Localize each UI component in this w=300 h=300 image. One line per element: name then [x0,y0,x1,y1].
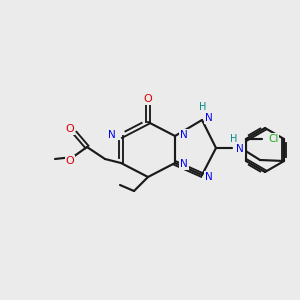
Text: Cl: Cl [268,134,278,144]
Text: H: H [230,134,238,144]
Text: O: O [144,94,152,104]
Text: O: O [66,124,74,134]
Text: N: N [236,144,244,154]
Text: N: N [180,130,188,140]
Text: N: N [108,130,116,140]
Text: O: O [66,156,74,166]
Text: N: N [180,159,188,169]
Text: N: N [205,113,213,123]
Text: N: N [205,172,213,182]
Text: H: H [199,102,207,112]
